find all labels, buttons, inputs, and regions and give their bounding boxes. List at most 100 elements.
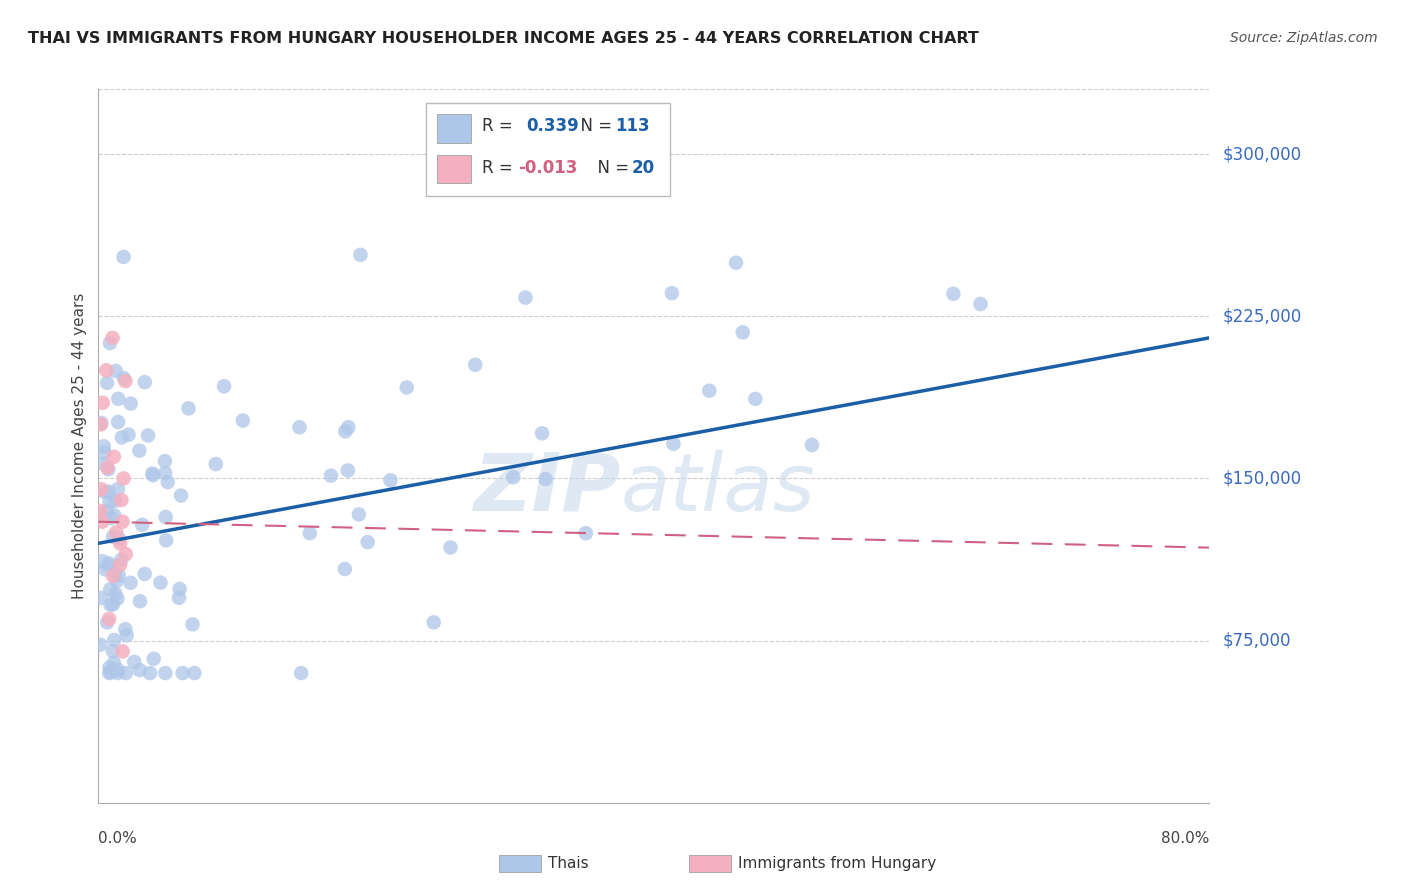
Point xyxy=(356,535,378,549)
Point xyxy=(96,615,118,630)
Point xyxy=(170,489,193,503)
Point xyxy=(128,663,150,677)
Point xyxy=(114,622,136,636)
Point xyxy=(395,380,418,394)
Point xyxy=(96,460,118,475)
Point xyxy=(177,401,200,416)
Point xyxy=(97,484,120,499)
Text: Source: ZipAtlas.com: Source: ZipAtlas.com xyxy=(1230,31,1378,45)
Point xyxy=(101,530,124,544)
Text: $150,000: $150,000 xyxy=(1223,469,1302,487)
Point xyxy=(98,558,121,573)
Point xyxy=(337,420,360,434)
Point xyxy=(96,363,118,377)
Point xyxy=(115,628,138,642)
Point xyxy=(731,326,754,340)
Point xyxy=(575,526,598,541)
Point xyxy=(107,591,129,606)
Point xyxy=(335,425,357,439)
Point xyxy=(107,415,129,429)
Point xyxy=(98,666,121,681)
Point xyxy=(101,644,124,658)
Point xyxy=(112,471,135,485)
Point xyxy=(91,515,114,529)
Point xyxy=(347,508,370,522)
Point xyxy=(107,482,129,496)
Point xyxy=(111,515,134,529)
Y-axis label: Householder Income Ages 25 - 44 years: Householder Income Ages 25 - 44 years xyxy=(72,293,87,599)
Point xyxy=(134,375,156,389)
Point xyxy=(122,655,145,669)
Point xyxy=(319,468,342,483)
FancyBboxPatch shape xyxy=(426,103,671,196)
Point xyxy=(153,466,176,480)
Point xyxy=(89,638,111,652)
Point xyxy=(105,574,128,588)
Point xyxy=(98,494,121,508)
Point xyxy=(155,510,177,524)
Point xyxy=(534,472,557,486)
Point xyxy=(98,660,121,674)
Text: THAI VS IMMIGRANTS FROM HUNGARY HOUSEHOLDER INCOME AGES 25 - 44 YEARS CORRELATIO: THAI VS IMMIGRANTS FROM HUNGARY HOUSEHOL… xyxy=(28,31,979,46)
Text: atlas: atlas xyxy=(620,450,815,528)
Point xyxy=(98,612,121,626)
Point xyxy=(298,526,321,541)
Point xyxy=(110,536,132,550)
Point xyxy=(91,554,114,568)
Point xyxy=(104,587,127,601)
Point xyxy=(120,397,142,411)
Text: R =: R = xyxy=(482,118,523,136)
Point xyxy=(107,666,129,681)
Point xyxy=(183,666,205,681)
Point xyxy=(134,566,156,581)
Point xyxy=(93,445,115,459)
Point xyxy=(380,473,402,487)
Point xyxy=(111,430,134,444)
Point xyxy=(96,376,118,390)
Point xyxy=(91,396,114,410)
Point xyxy=(800,438,823,452)
Point xyxy=(172,666,194,681)
Point xyxy=(94,485,117,500)
Point xyxy=(94,562,117,576)
Point xyxy=(112,371,135,385)
Point xyxy=(661,286,683,301)
Text: $300,000: $300,000 xyxy=(1223,145,1302,163)
Point xyxy=(103,633,125,648)
Point xyxy=(155,666,177,681)
Point xyxy=(114,374,136,388)
Point xyxy=(97,557,120,571)
Point xyxy=(101,597,124,611)
Point xyxy=(336,463,359,477)
Point xyxy=(104,566,127,581)
Point xyxy=(90,507,112,521)
Point xyxy=(120,575,142,590)
Point xyxy=(502,470,524,484)
Point xyxy=(103,508,125,523)
Point xyxy=(107,392,129,406)
Point xyxy=(100,511,122,525)
Point xyxy=(108,558,131,572)
Point xyxy=(232,413,254,427)
Point xyxy=(101,331,124,345)
Point xyxy=(110,553,132,567)
Point xyxy=(97,462,120,476)
Point xyxy=(115,666,138,681)
Point xyxy=(515,291,537,305)
Point xyxy=(422,615,444,630)
Point xyxy=(111,644,134,658)
Point xyxy=(93,457,115,471)
Point xyxy=(439,541,461,555)
FancyBboxPatch shape xyxy=(437,155,471,184)
Point xyxy=(155,533,177,548)
Point xyxy=(942,286,965,301)
Point xyxy=(90,417,112,432)
Text: Immigrants from Hungary: Immigrants from Hungary xyxy=(738,856,936,871)
Point xyxy=(96,504,118,518)
Text: ZIP: ZIP xyxy=(472,450,620,528)
Point xyxy=(139,666,162,681)
Text: -0.013: -0.013 xyxy=(519,159,578,177)
Text: N =: N = xyxy=(571,118,617,136)
FancyBboxPatch shape xyxy=(437,114,471,143)
Point xyxy=(90,591,112,605)
